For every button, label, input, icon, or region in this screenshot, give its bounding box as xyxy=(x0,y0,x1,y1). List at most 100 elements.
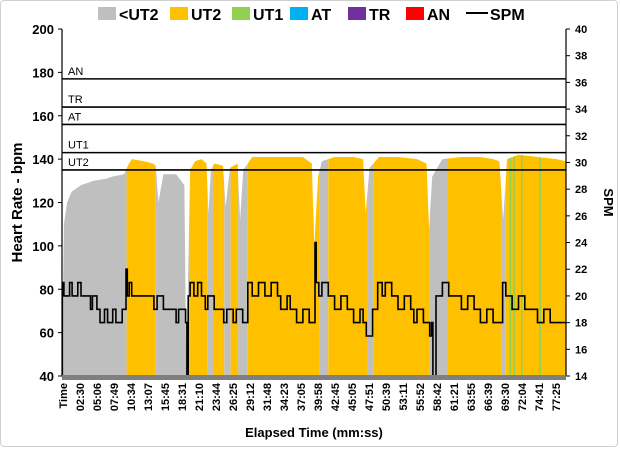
legend-swatch-ut2 xyxy=(170,7,188,20)
ut1-spike xyxy=(513,154,515,376)
hr-zone-segment xyxy=(373,154,430,376)
y-tick-label: 80 xyxy=(40,282,54,297)
hr-zone-segment xyxy=(224,154,231,376)
hr-zone-segment xyxy=(447,154,502,376)
y-axis-title: Heart Rate - bpm xyxy=(9,142,26,262)
hr-zone-segment xyxy=(212,154,225,376)
legend-label-ut2: UT2 xyxy=(191,7,221,24)
legend-label-lt-ut2: <UT2 xyxy=(119,7,159,24)
x-axis-bar xyxy=(62,375,566,380)
ut1-spike xyxy=(509,154,512,376)
legend-swatch-ut1 xyxy=(232,7,250,20)
y2-tick-label: 18 xyxy=(575,318,587,330)
y-tick-label: 200 xyxy=(32,22,54,37)
y2-tick-label: 36 xyxy=(575,77,587,89)
y-tick-label: 180 xyxy=(32,65,54,80)
zone-label-an: AN xyxy=(68,66,83,78)
x-tick-label: 02:30 xyxy=(75,383,87,411)
hr-zone-segment xyxy=(155,154,191,376)
ut1-spike xyxy=(520,154,523,376)
x-tick-label: 69:30 xyxy=(500,383,512,411)
x-tick-label: 55:52 xyxy=(415,383,427,411)
y-tick-label: 160 xyxy=(32,109,54,124)
legend-swatch-an xyxy=(406,7,424,20)
y2-tick-label: 26 xyxy=(575,211,587,223)
hr-zone-segment xyxy=(126,154,156,376)
x-tick-label: 07:49 xyxy=(109,383,121,411)
spm-line xyxy=(61,241,566,377)
x-tick-label: 45:05 xyxy=(347,383,359,411)
y2-tick-label: 20 xyxy=(575,291,587,303)
x-tick-label: 77:25 xyxy=(551,383,563,411)
x-tick-label: 53:11 xyxy=(398,383,410,411)
legend-label-tr: TR xyxy=(369,7,391,24)
zone-label-tr: TR xyxy=(68,94,83,106)
hr-zone-segment xyxy=(328,154,368,376)
x-tick-label: 21:10 xyxy=(194,383,206,411)
legend-label-spm: SPM xyxy=(490,7,525,24)
x-tick-label: 39:58 xyxy=(313,383,325,411)
y-tick-label: 100 xyxy=(32,239,54,254)
zone-label-ut1: UT1 xyxy=(68,140,89,152)
y2-tick-label: 32 xyxy=(575,131,587,143)
hr-zone-segment xyxy=(429,154,448,376)
x-tick-label: 58:42 xyxy=(432,383,444,411)
hr-zone-segment xyxy=(501,154,506,376)
x-tick-label: 13:07 xyxy=(143,383,155,411)
hr-area-group xyxy=(62,154,566,376)
x-tick-label: 29:12 xyxy=(245,383,257,411)
hr-zone-segment xyxy=(505,154,566,376)
legend-swatch-at xyxy=(290,7,308,20)
x-tick-label: 72:04 xyxy=(517,382,529,411)
y2-tick-label: 38 xyxy=(575,51,587,63)
hr-zone-segment xyxy=(319,154,329,376)
hr-zone-segment xyxy=(238,154,248,376)
x-tick-label: 42:45 xyxy=(330,383,342,411)
x-tick-label: 18:31 xyxy=(177,383,189,411)
y-tick-label: 60 xyxy=(40,326,54,341)
y-tick-label: 120 xyxy=(32,196,54,211)
hr-zone-segment xyxy=(247,154,320,376)
x-tick-label: 05:06 xyxy=(92,383,104,411)
y2-tick-label: 22 xyxy=(575,264,587,276)
hr-zone-segment xyxy=(62,154,127,376)
legend-label-ut1: UT1 xyxy=(253,7,283,24)
y-tick-label: 140 xyxy=(32,152,54,167)
x-tick-label: 37:05 xyxy=(296,383,308,411)
hr-zone-segment xyxy=(190,154,208,376)
ut1-spike xyxy=(539,154,541,376)
hr-zone-segment xyxy=(207,154,213,376)
y2-tick-label: 40 xyxy=(575,24,587,36)
x-axis-title: Elapsed Time (mm:ss) xyxy=(245,425,383,440)
y-tick-label: 40 xyxy=(40,369,54,384)
y2-tick-label: 16 xyxy=(575,344,587,356)
zone-label-ut2: UT2 xyxy=(68,157,89,169)
zone-label-at: AT xyxy=(68,111,82,123)
y2-tick-label: 24 xyxy=(575,238,588,250)
legend-swatch-tr xyxy=(348,7,366,20)
x-tick-label: 31:48 xyxy=(262,383,274,411)
x-tick-label: 63:55 xyxy=(466,383,478,411)
legend-label-an: AN xyxy=(427,7,450,24)
x-tick-label: 74:41 xyxy=(534,383,546,411)
y2-tick-label: 30 xyxy=(575,157,587,169)
hr-zone-segment xyxy=(367,154,374,376)
x-tick-label: 47:51 xyxy=(364,383,376,411)
x-tick-label: Time xyxy=(58,383,70,408)
legend-swatch-lt-ut2 xyxy=(98,7,116,20)
x-tick-label: 15:45 xyxy=(160,383,172,411)
y2-tick-label: 14 xyxy=(575,371,588,383)
x-tick-label: 66:39 xyxy=(483,383,495,411)
y2-tick-label: 34 xyxy=(575,104,588,116)
x-tick-label: 34:23 xyxy=(279,383,291,411)
x-tick-label: 26:25 xyxy=(228,383,240,411)
y2-axis-title: SPM xyxy=(601,188,616,216)
y2-tick-label: 28 xyxy=(575,184,587,196)
legend-label-at: AT xyxy=(311,7,331,24)
x-tick-label: 61:21 xyxy=(449,383,461,411)
x-tick-label: 50:39 xyxy=(381,383,393,411)
hr-zone-segment xyxy=(230,154,239,376)
x-tick-label: 23:44 xyxy=(211,382,223,411)
x-tick-label: 10:34 xyxy=(126,382,138,411)
